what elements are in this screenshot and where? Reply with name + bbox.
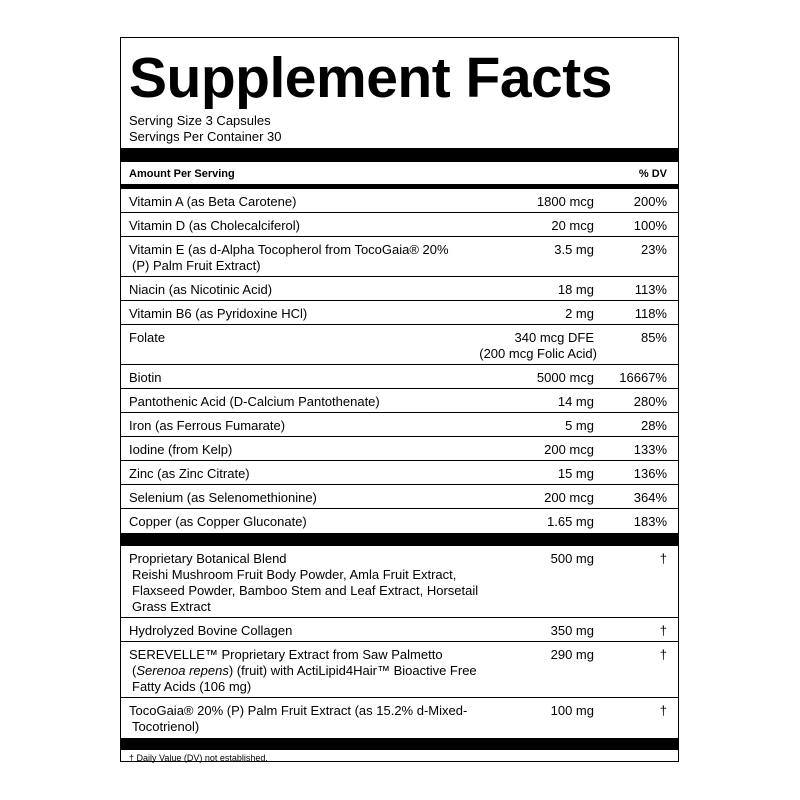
row-divider — [121, 460, 678, 461]
amount: 500 mg — [550, 551, 594, 566]
ingredient-name: Zinc (as Zinc Citrate) — [129, 466, 250, 481]
servings-per-container: Servings Per Container 30 — [129, 129, 282, 144]
daily-value: 23% — [640, 242, 667, 257]
amount: 15 mg — [557, 466, 594, 481]
name-segment: ( — [132, 663, 137, 678]
daily-value: 85% — [640, 330, 667, 345]
amount: 290 mg — [550, 647, 594, 662]
ingredient-name: Proprietary Botanical Blend — [129, 551, 287, 566]
amount: 340 mcg DFE — [514, 330, 594, 345]
footnote: † Daily Value (DV) not established. — [129, 753, 268, 763]
amount: 350 mg — [550, 623, 594, 638]
thick-bar — [121, 184, 678, 189]
amount: 18 mg — [557, 282, 594, 297]
daily-value: 183% — [633, 514, 667, 529]
amount-header: Amount Per Serving — [129, 168, 235, 180]
daily-value: 28% — [640, 418, 667, 433]
ingredient-name: Grass Extract — [132, 599, 211, 614]
amount: 14 mg — [557, 394, 594, 409]
thick-bar — [121, 738, 678, 750]
dv-header: % DV — [638, 168, 667, 180]
row-divider — [121, 508, 678, 509]
amount: 3.5 mg — [554, 242, 594, 257]
ingredient-name: Pantothenic Acid (D-Calcium Pantothenate… — [129, 394, 380, 409]
ingredient-name: Selenium (as Selenomethionine) — [129, 490, 317, 505]
daily-value: 200% — [633, 194, 667, 209]
daily-value: † — [659, 703, 667, 718]
ingredient-name: TocoGaia® 20% (P) Palm Fruit Extract (as… — [129, 703, 468, 718]
row-divider — [121, 697, 678, 698]
amount: 5000 mcg — [536, 370, 594, 385]
ingredient-name: Vitamin E (as d-Alpha Tocopherol from To… — [129, 242, 449, 257]
title: Supplement Facts — [129, 46, 612, 110]
amount: 1800 mcg — [536, 194, 594, 209]
thick-bar — [121, 148, 678, 162]
daily-value: 16667% — [619, 370, 667, 385]
ingredient-name: (Serenoa repens) (fruit) with ActiLipid4… — [132, 663, 477, 679]
row-divider — [121, 324, 678, 325]
row-divider — [121, 436, 678, 437]
name-segment: ) (fruit) with ActiLipid4Hair™ Bioactive… — [228, 663, 477, 678]
amount: 2 mg — [565, 306, 594, 321]
daily-value: † — [659, 623, 667, 638]
ingredient-name: Folate — [129, 330, 166, 345]
serving-size: Serving Size 3 Capsules — [129, 113, 271, 128]
ingredient-name: Flaxseed Powder, Bamboo Stem and Leaf Ex… — [132, 583, 479, 598]
amount: 200 mcg — [544, 490, 594, 505]
amount: 20 mcg — [551, 218, 594, 233]
daily-value: 118% — [634, 306, 667, 321]
ingredient-name: Tocotrienol) — [132, 719, 200, 734]
amount: 5 mg — [565, 418, 594, 433]
ingredient-name: Fatty Acids (106 mg) — [132, 679, 252, 694]
daily-value: 133% — [633, 442, 667, 457]
facts-panel: Supplement Facts Serving Size 3 Capsules… — [120, 37, 679, 763]
row-divider — [121, 300, 678, 301]
row-divider — [121, 212, 678, 213]
row-divider — [121, 641, 678, 642]
ingredient-name: Iron (as Ferrous Fumarate) — [129, 418, 286, 433]
daily-value: 280% — [633, 394, 667, 409]
amount: (200 mcg Folic Acid) — [479, 346, 597, 361]
ingredient-name: Vitamin D (as Cholecalciferol) — [129, 218, 300, 233]
row-divider — [121, 412, 678, 413]
ingredient-name: Vitamin B6 (as Pyridoxine HCl) — [129, 306, 308, 321]
thick-bar — [121, 533, 678, 546]
daily-value: † — [659, 551, 667, 566]
amount: 1.65 mg — [547, 514, 594, 529]
ingredient-name: Vitamin A (as Beta Carotene) — [129, 194, 297, 209]
amount: 200 mcg — [544, 442, 594, 457]
daily-value: 113% — [634, 282, 667, 297]
ingredient-name: Biotin — [129, 370, 162, 385]
daily-value: 100% — [633, 218, 667, 233]
name-segment: Serenoa repens — [136, 663, 229, 678]
ingredient-name: Reishi Mushroom Fruit Body Powder, Amla … — [132, 567, 457, 582]
daily-value: 364% — [633, 490, 667, 505]
daily-value: † — [659, 647, 667, 662]
daily-value: 136% — [633, 466, 667, 481]
row-divider — [121, 617, 678, 618]
row-divider — [121, 236, 678, 237]
ingredient-name: Niacin (as Nicotinic Acid) — [129, 282, 273, 297]
row-divider — [121, 484, 678, 485]
ingredient-name: Copper (as Copper Gluconate) — [129, 514, 307, 529]
ingredient-name: Hydrolyzed Bovine Collagen — [129, 623, 293, 638]
ingredient-name: (P) Palm Fruit Extract) — [132, 258, 261, 273]
ingredient-name: SEREVELLE™ Proprietary Extract from Saw … — [129, 647, 443, 662]
row-divider — [121, 276, 678, 277]
row-divider — [121, 364, 678, 365]
row-divider — [121, 388, 678, 389]
ingredient-name: Iodine (from Kelp) — [129, 442, 233, 457]
amount: 100 mg — [550, 703, 594, 718]
